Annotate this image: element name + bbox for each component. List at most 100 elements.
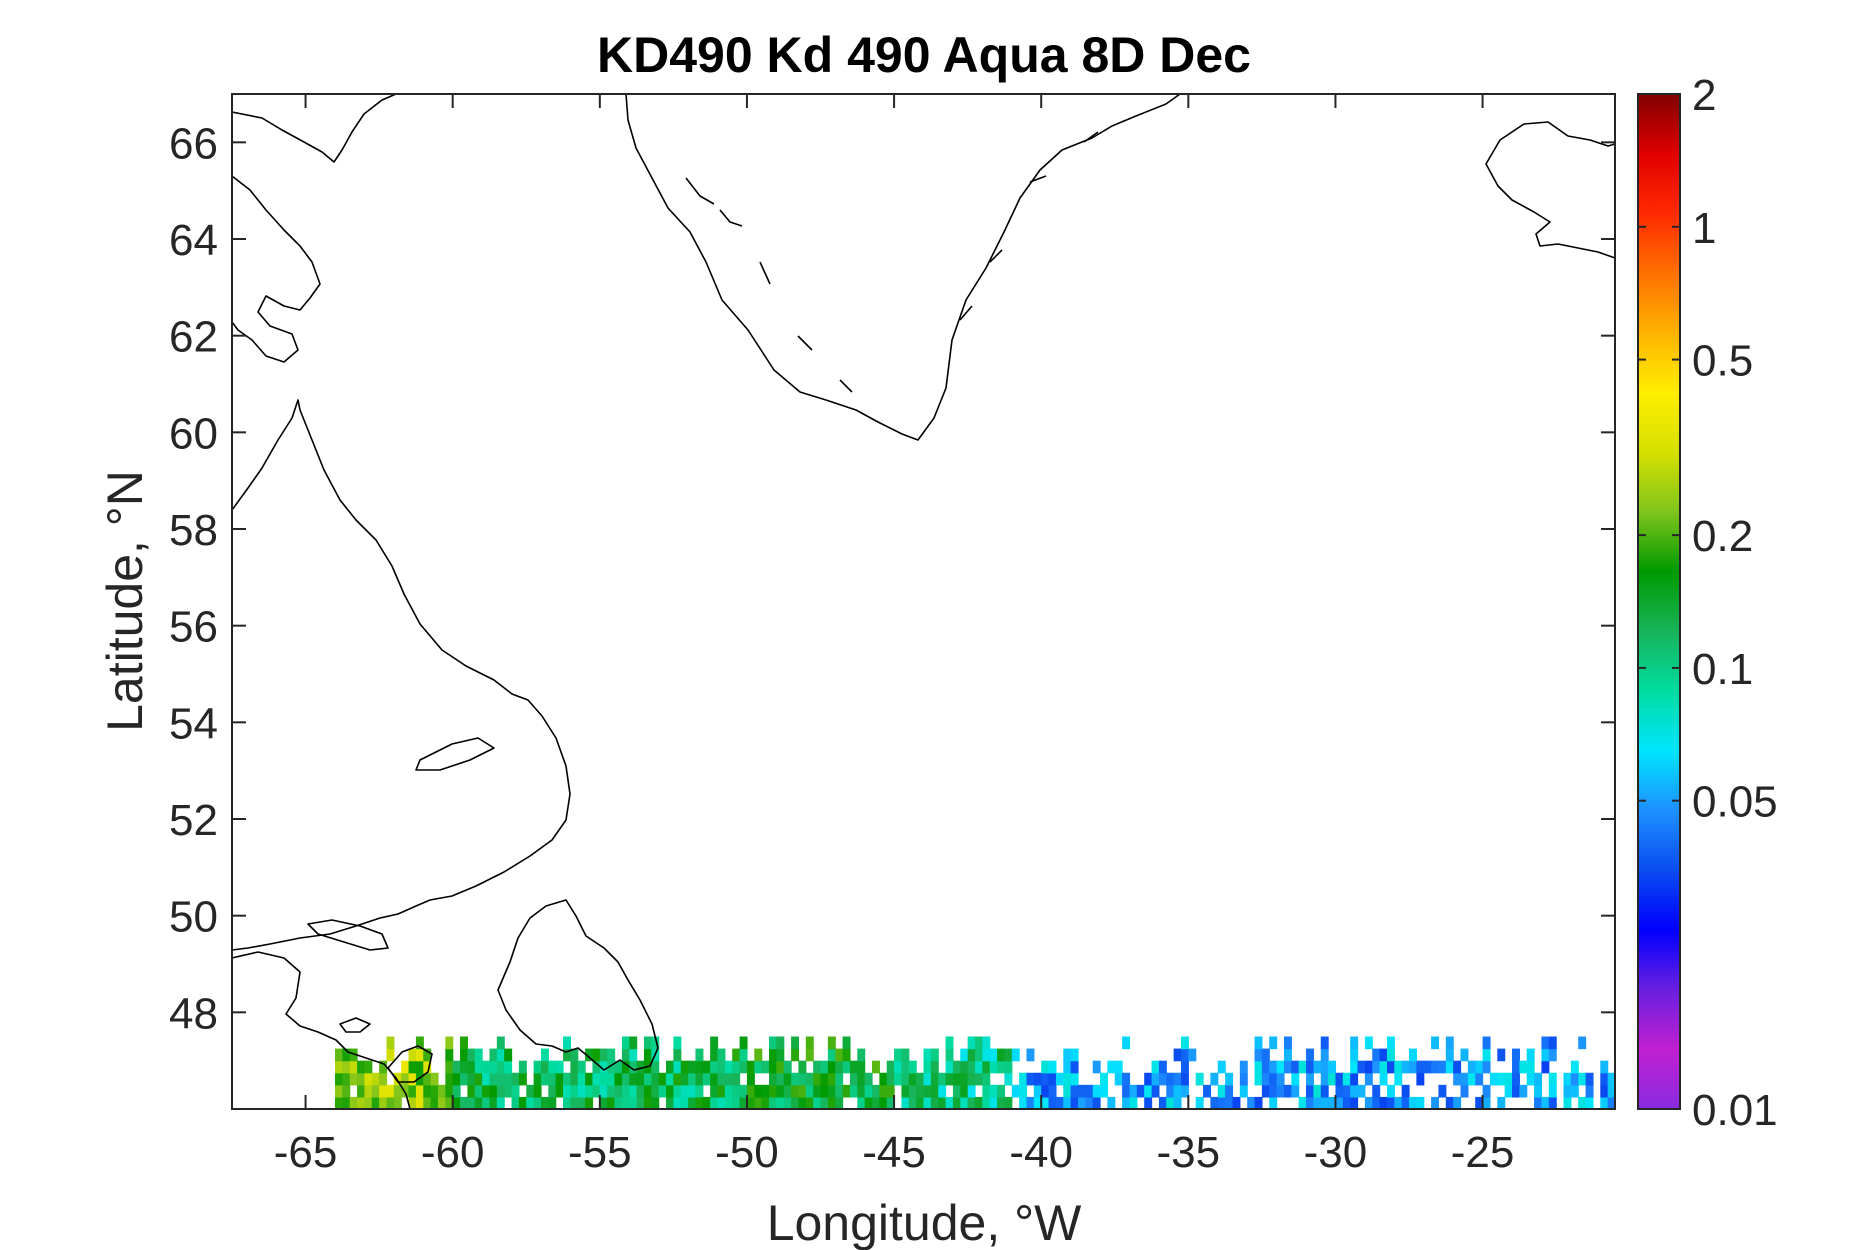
kd490-cell <box>857 1096 866 1109</box>
kd490-cell <box>1526 1048 1535 1062</box>
kd490-cell <box>1004 1072 1013 1086</box>
kd490-cell <box>960 1072 969 1086</box>
kd490-cell <box>386 1036 395 1050</box>
kd490-cell <box>960 1084 969 1098</box>
kd490-cell <box>599 1072 608 1086</box>
kd490-cell <box>1180 1036 1189 1050</box>
kd490-cell <box>1011 1048 1020 1062</box>
kd490-cell <box>813 1060 822 1074</box>
kd490-cell <box>577 1060 586 1074</box>
kd490-cell <box>960 1048 969 1062</box>
kd490-cell <box>1379 1072 1388 1086</box>
kd490-cell <box>886 1060 895 1074</box>
kd490-cell <box>1445 1036 1454 1050</box>
kd490-cell <box>989 1084 998 1098</box>
kd490-cell <box>555 1084 564 1098</box>
kd490-cell <box>901 1096 910 1109</box>
x-tick-label: -35 <box>1157 1128 1221 1177</box>
kd490-cell <box>1114 1060 1123 1074</box>
kd490-cell <box>415 1060 424 1074</box>
kd490-cell <box>1269 1084 1278 1098</box>
kd490-cell <box>1320 1072 1329 1086</box>
kd490-cell <box>1313 1096 1322 1109</box>
kd490-cell <box>1585 1084 1594 1098</box>
kd490-cell <box>643 1084 652 1098</box>
kd490-cell <box>849 1060 858 1074</box>
kd490-cell <box>938 1072 947 1086</box>
kd490-cell <box>1041 1060 1050 1074</box>
kd490-cell <box>1453 1072 1462 1086</box>
kd490-cell <box>1563 1096 1572 1109</box>
x-axis-label: Longitude, °W <box>767 1195 1082 1250</box>
coastline-greenland <box>625 94 1181 441</box>
kd490-cell <box>1166 1096 1175 1109</box>
kd490-cell <box>967 1072 976 1086</box>
kd490-cell <box>702 1060 711 1074</box>
kd490-cell <box>614 1084 623 1098</box>
kd490-cell <box>511 1084 520 1098</box>
kd490-cell <box>1114 1072 1123 1086</box>
kd490-cell <box>710 1084 719 1098</box>
kd490-cell <box>923 1096 932 1109</box>
kd490-cell <box>1306 1060 1314 1074</box>
kd490-cell <box>1489 1072 1498 1086</box>
kd490-cell <box>695 1060 704 1074</box>
kd490-cell <box>879 1072 888 1086</box>
kd490-cell <box>894 1072 903 1086</box>
kd490-cell <box>1482 1084 1491 1098</box>
kd490-cell <box>1283 1036 1292 1050</box>
kd490-cell <box>1313 1084 1322 1098</box>
x-tick-label: -30 <box>1304 1128 1368 1177</box>
kd490-cell <box>1291 1060 1300 1074</box>
y-axis: 48 50 52 54 56 58 60 62 64 66 <box>169 119 1615 1038</box>
kd490-cell <box>496 1060 505 1074</box>
kd490-cell <box>754 1048 763 1062</box>
kd490-cell <box>1144 1096 1153 1109</box>
kd490-cell <box>1320 1060 1329 1074</box>
kd490-cell <box>651 1084 660 1098</box>
kd490-cell <box>570 1060 579 1074</box>
kd490-cell <box>783 1072 792 1086</box>
kd490-cell <box>1342 1096 1351 1109</box>
coastlines <box>232 94 1615 1109</box>
kd490-cell <box>776 1048 785 1062</box>
kd490-cell <box>1467 1060 1476 1074</box>
kd490-cell <box>364 1072 373 1086</box>
kd490-cell <box>1239 1060 1248 1074</box>
kd490-cell <box>769 1060 777 1074</box>
kd490-cell <box>666 1096 674 1109</box>
kd490-cell <box>540 1060 549 1074</box>
kd490-cell <box>879 1096 888 1109</box>
kd490-cell <box>1585 1072 1594 1086</box>
kd490-cell <box>1394 1060 1403 1074</box>
kd490-cell <box>1534 1072 1543 1086</box>
kd490-cell <box>739 1084 748 1098</box>
kd490-cell <box>607 1060 616 1074</box>
kd490-cell <box>629 1036 638 1050</box>
kd490-cell <box>526 1096 535 1109</box>
kd490-cell <box>629 1096 638 1109</box>
kd490-cell <box>1070 1084 1079 1098</box>
y-tick-label: 60 <box>169 409 218 458</box>
kd490-cell <box>540 1048 549 1062</box>
kd490-cell <box>938 1084 947 1098</box>
kd490-cell <box>607 1096 616 1109</box>
kd490-cell <box>651 1072 660 1086</box>
kd490-cell <box>1526 1060 1535 1074</box>
kd490-cell <box>1460 1048 1469 1062</box>
kd490-cell <box>930 1096 939 1109</box>
kd490-cell <box>1607 1084 1615 1098</box>
kd490-cell <box>1445 1060 1454 1074</box>
kd490-cell <box>636 1084 645 1098</box>
kd490-cell <box>452 1096 461 1109</box>
kd490-cell <box>1607 1096 1615 1109</box>
kd490-cell <box>408 1072 417 1086</box>
kd490-cell <box>1328 1096 1337 1109</box>
kd490-cell <box>1578 1072 1587 1086</box>
kd490-cell <box>423 1096 432 1109</box>
kd490-cell <box>334 1060 343 1074</box>
kd490-cell <box>923 1048 932 1062</box>
kd490-cell <box>474 1060 483 1074</box>
kd490-cell <box>908 1072 917 1086</box>
kd490-cell <box>1320 1048 1329 1062</box>
